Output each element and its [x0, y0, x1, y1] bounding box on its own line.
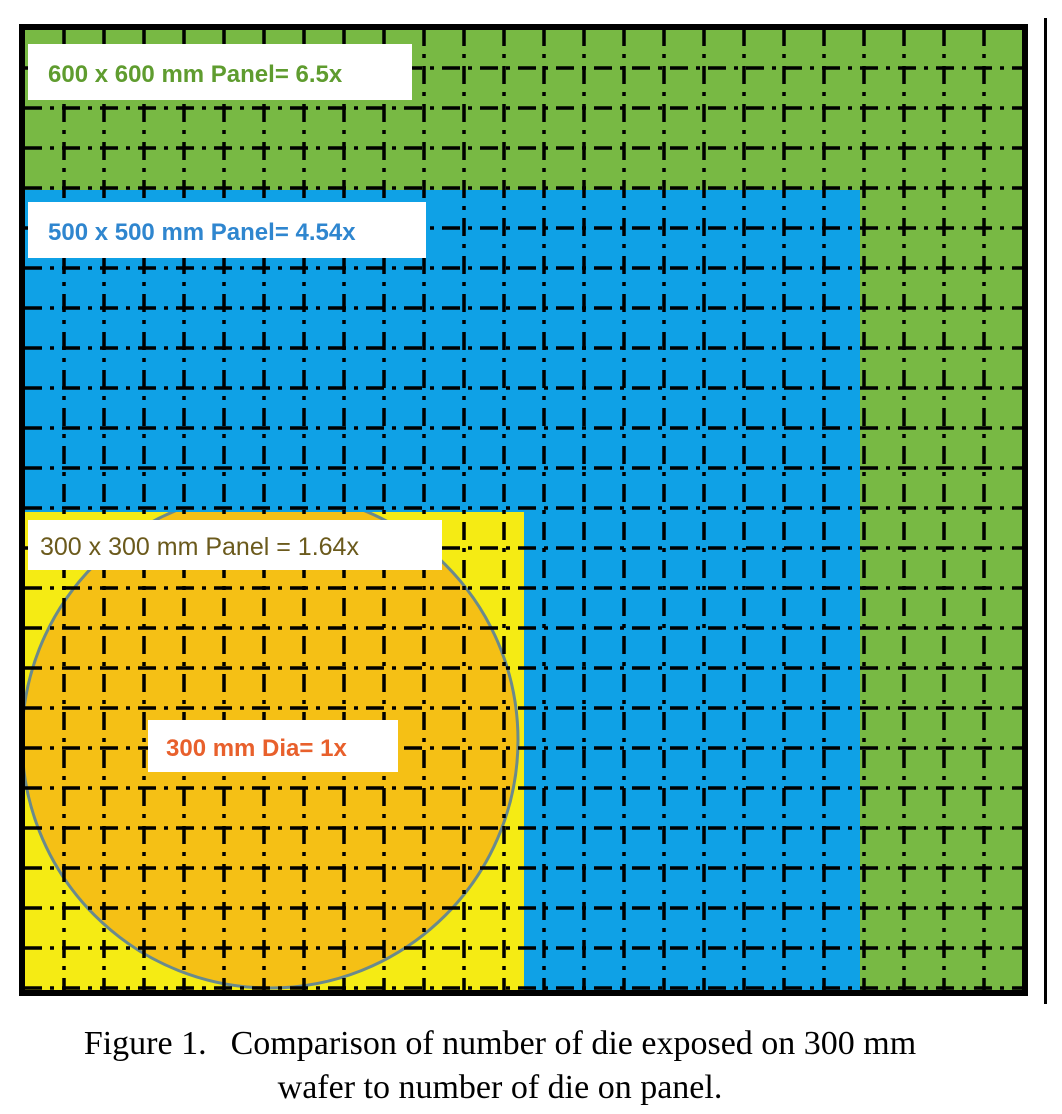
outer-border — [19, 24, 1028, 996]
caption-line-2: wafer to number of die on panel. — [277, 1069, 723, 1106]
wafer-label-box: 300 mm Dia= 1x — [148, 720, 398, 772]
panel-300-label: 300 x 300 mm Panel = 1.64x — [40, 533, 359, 561]
panel-comparison-diagram: 600 x 600 mm Panel= 6.5x 500 x 500 mm Pa… — [19, 24, 1028, 996]
caption-text-1: Comparison of number of die exposed on 3… — [230, 1025, 917, 1062]
panel-500-label: 500 x 500 mm Panel= 4.54x — [48, 219, 356, 246]
panel-600-label-box: 600 x 600 mm Panel= 6.5x — [28, 44, 412, 100]
panel-300-label-box: 300 x 300 mm Panel = 1.64x — [28, 520, 442, 570]
panel-600-label: 600 x 600 mm Panel= 6.5x — [48, 61, 343, 88]
figure-caption: Figure 1. Comparison of number of die exp… — [0, 1022, 1000, 1110]
caption-line-1: Figure 1. Comparison of number of die exp… — [0, 1022, 1000, 1066]
figure-number: Figure 1. — [83, 1025, 207, 1062]
panel-500-label-box: 500 x 500 mm Panel= 4.54x — [28, 202, 426, 258]
page-rule — [1044, 18, 1047, 1004]
wafer-label: 300 mm Dia= 1x — [166, 735, 347, 762]
